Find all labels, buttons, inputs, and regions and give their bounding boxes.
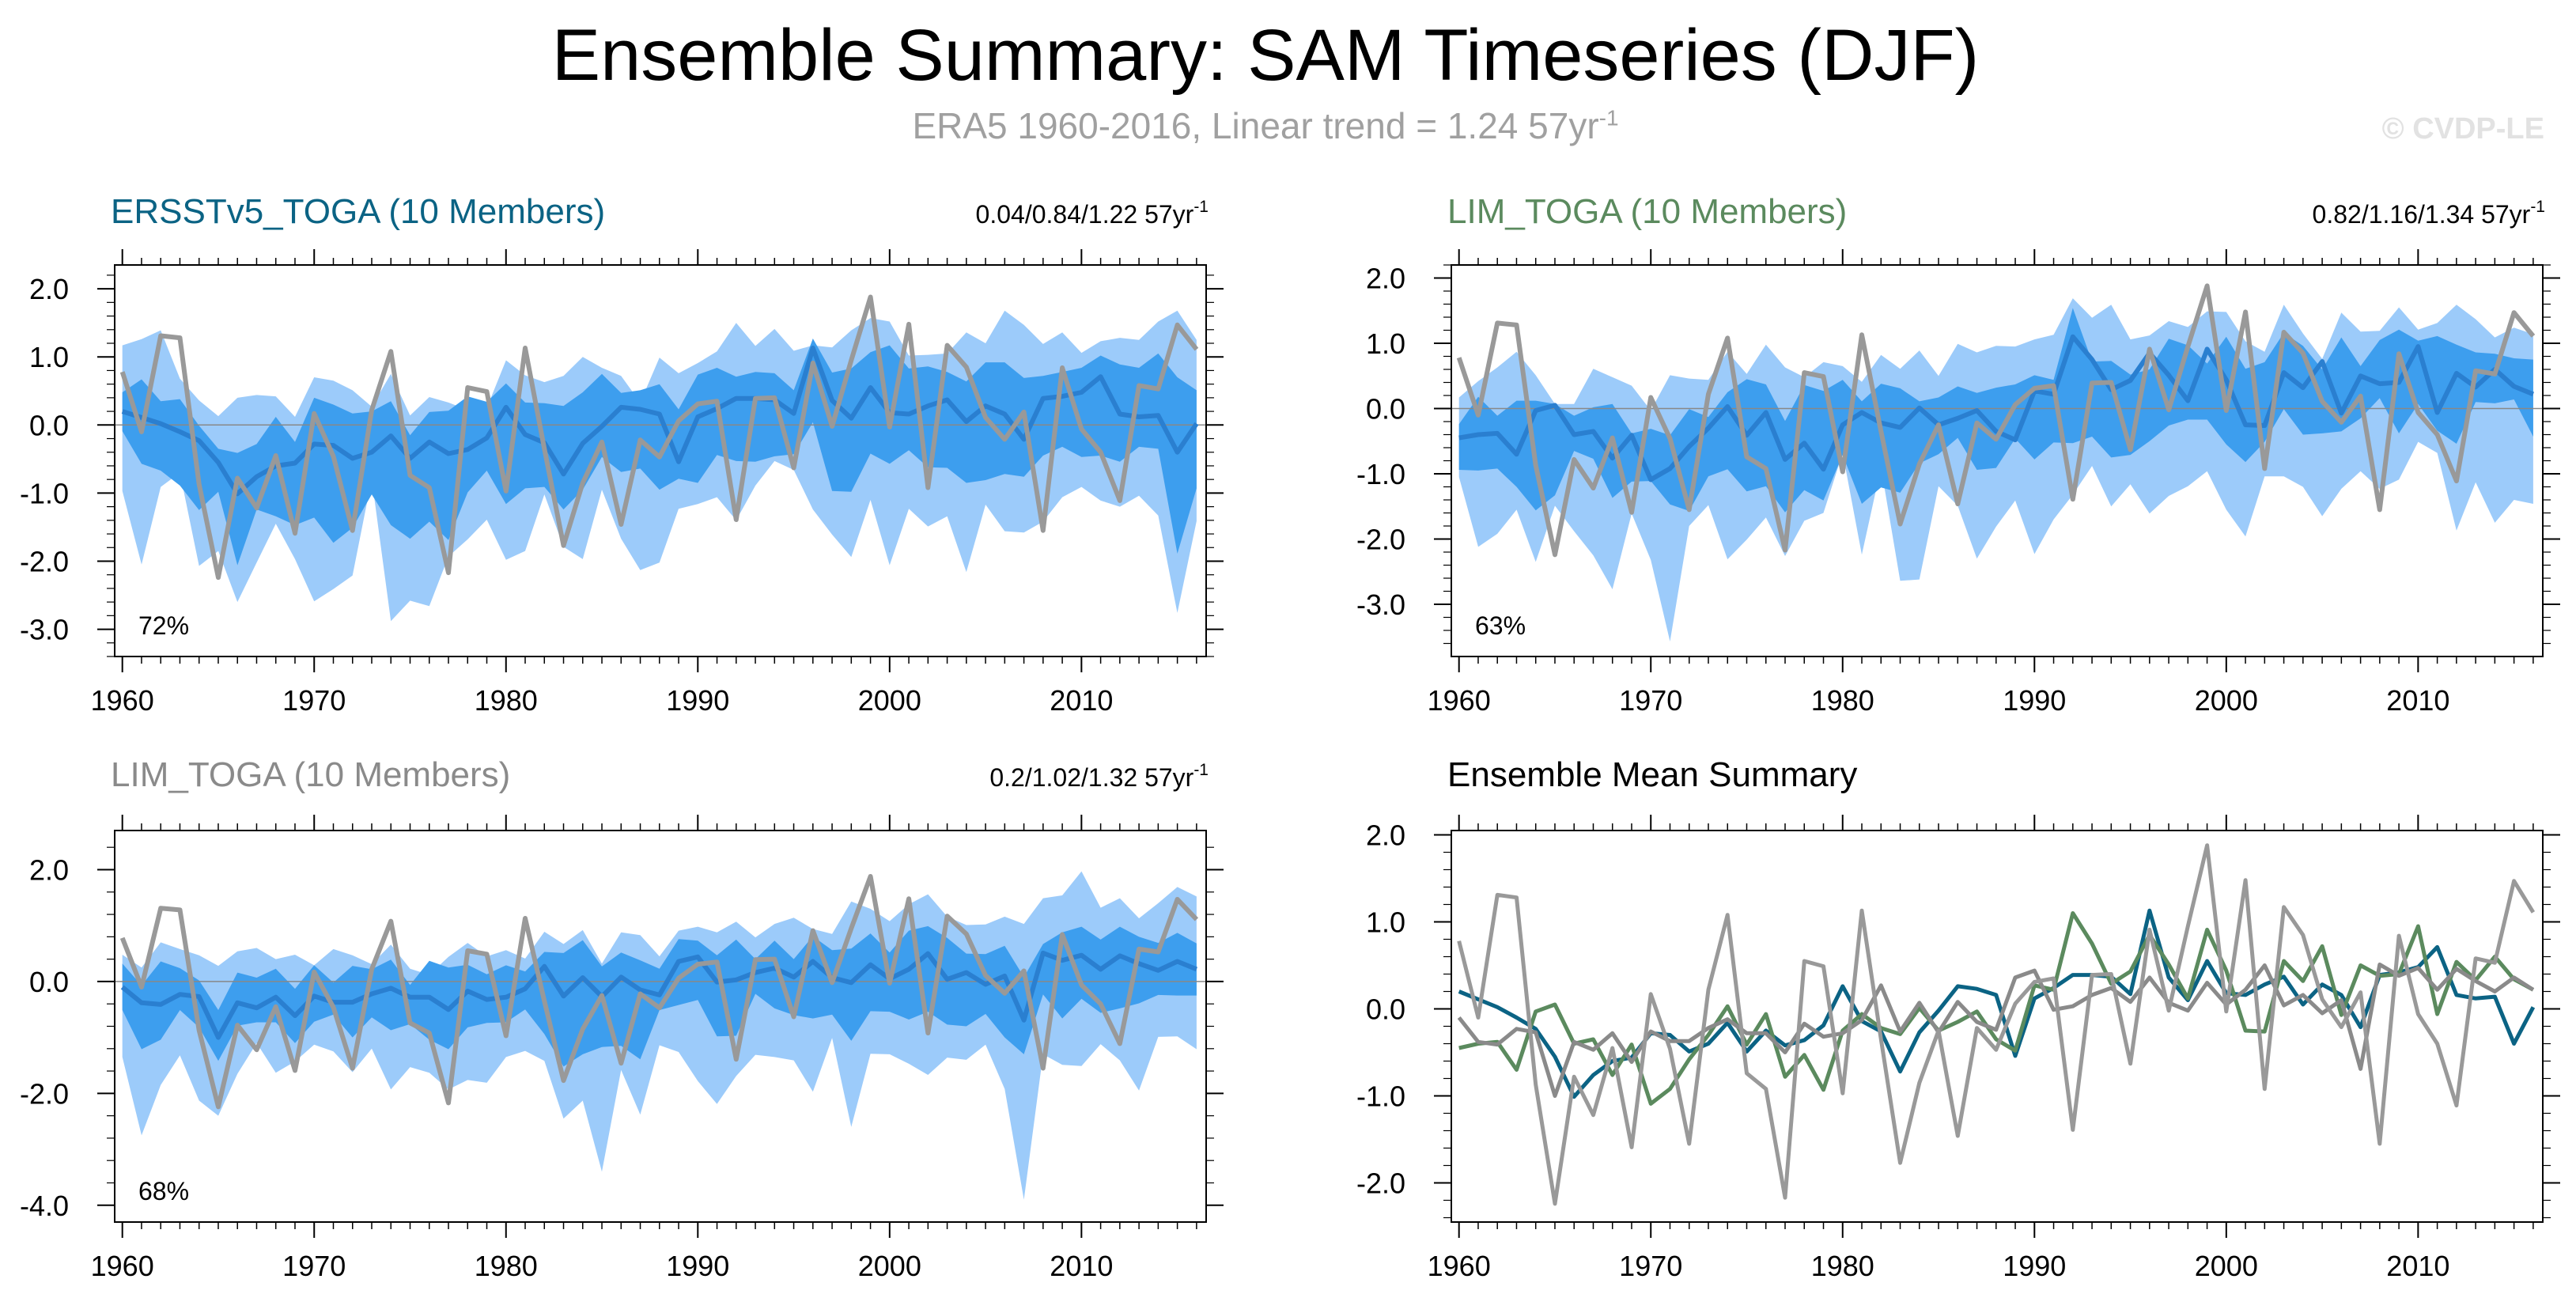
- x-tick-label: 2010: [1050, 684, 1113, 717]
- x-tick-label: 1980: [1811, 1250, 1874, 1282]
- x-tick-label: 1990: [2003, 684, 2066, 717]
- x-tick-label: 2000: [858, 684, 921, 717]
- subtitle-sup: -1: [1598, 105, 1619, 131]
- panel-title: LIM_TOGA (10 Members): [111, 755, 510, 794]
- plot-content: [1457, 843, 2536, 1206]
- page-subtitle: ERA5 1960-2016, Linear trend = 1.24 57yr…: [0, 104, 2531, 147]
- lim-mean-line: [1458, 911, 2535, 1106]
- observed-line: [119, 874, 1199, 1110]
- y-tick-label: 1.0: [29, 341, 69, 373]
- x-tick-label: 2000: [2195, 1250, 2258, 1282]
- panel-trend: 0.82/1.16/1.34 57yr-1: [2313, 198, 2545, 229]
- panel-trend: 0.04/0.84/1.22 57yr-1: [976, 198, 1209, 229]
- y-tick-label: 2.0: [1366, 263, 1405, 295]
- panel-title: Ensemble Mean Summary: [1447, 755, 1857, 794]
- y-tick-label: 1.0: [1366, 906, 1405, 939]
- x-tick-label: 1980: [475, 1250, 538, 1282]
- x-tick-label: 2010: [1050, 1250, 1113, 1282]
- x-tick-label: 1970: [1619, 1250, 1682, 1282]
- observed-line: [119, 294, 1199, 581]
- y-tick-label: -3.0: [1356, 588, 1405, 621]
- y-tick-label: -4.0: [20, 1190, 69, 1222]
- y-tick-label: -3.0: [20, 614, 69, 646]
- x-tick-label: 1980: [1811, 684, 1874, 717]
- percent-label: 68%: [138, 1177, 189, 1205]
- plot-content: [115, 871, 1206, 1200]
- x-tick-label: 1960: [1428, 684, 1491, 717]
- plot-frame: [114, 264, 1207, 657]
- observed-line: [1457, 843, 2536, 1206]
- y-tick-label: 2.0: [1366, 819, 1405, 852]
- x-tick-label: 1970: [1619, 684, 1682, 717]
- x-tick-label: 2010: [2386, 684, 2449, 717]
- panel-ersst: ERSSTv5_TOGA (10 Members) 0.04/0.84/1.22…: [20, 192, 1224, 717]
- panel-mean-summary: Ensemble Mean Summary 1960 1970 1980 1990 20…: [1356, 755, 2560, 1282]
- trend-text: 0.2/1.02/1.32 57yr: [989, 763, 1193, 792]
- trend-sup: -1: [1193, 761, 1209, 779]
- panel-title: LIM_TOGA (10 Members): [1447, 192, 1847, 231]
- y-tick-label: -2.0: [20, 1077, 69, 1110]
- page-title: Ensemble Summary: SAM Timeseries (DJF): [551, 15, 1980, 96]
- x-tick-label: 1970: [282, 1250, 346, 1282]
- x-tick-label: 1980: [475, 684, 538, 717]
- y-tick-label: -1.0: [1356, 1080, 1405, 1113]
- x-tick-label: 1970: [282, 684, 346, 717]
- panel-trend: 0.2/1.02/1.32 57yr-1: [989, 761, 1209, 792]
- panel-lim-left: LIM_TOGA (10 Members) 0.2/1.02/1.32 57yr…: [20, 755, 1224, 1282]
- y-tick-label: -2.0: [1356, 524, 1405, 556]
- ensemble-mean-line: [121, 346, 1199, 497]
- x-tick-label: 1960: [91, 1250, 154, 1282]
- x-tick-label: 1990: [666, 1250, 729, 1282]
- x-tick-label: 1990: [2003, 1250, 2066, 1282]
- plot-content: [115, 294, 1206, 622]
- lim-grey-mean-line: [1457, 962, 2535, 1098]
- plot-content: [1451, 283, 2543, 641]
- subtitle-text: ERA5 1960-2016, Linear trend = 1.24 57yr: [912, 105, 1599, 146]
- y-tick-label: 1.0: [1366, 327, 1405, 360]
- x-tick-label: 2010: [2386, 1250, 2449, 1282]
- x-tick-label: 1960: [1428, 1250, 1491, 1282]
- x-tick-label: 2000: [2195, 684, 2258, 717]
- trend-text: 0.82/1.16/1.34 57yr: [2313, 200, 2531, 229]
- plot-area: 72% 1960 1970 1980 1990 2000 2010 2.0 1.0 0.0 -1.0…: [20, 249, 1224, 717]
- y-tick-label: -2.0: [20, 545, 69, 577]
- plot-area: 68% 1960 1970 1980 1990 2000 2010 2.0 0.0 -2.0 -4.…: [20, 815, 1224, 1282]
- y-tick-label: 0.0: [1366, 993, 1405, 1026]
- y-tick-label: 2.0: [29, 273, 69, 305]
- members-band-25-75: [122, 339, 1197, 566]
- percent-label: 72%: [138, 611, 189, 640]
- x-tick-label: 1990: [666, 684, 729, 717]
- y-tick-label: -1.0: [1356, 458, 1405, 490]
- members-band-25-75: [1458, 308, 2533, 513]
- x-tick-label: 2000: [858, 1250, 921, 1282]
- panel-title: ERSSTv5_TOGA (10 Members): [111, 192, 605, 231]
- y-tick-label: 0.0: [1366, 393, 1405, 426]
- percent-label: 63%: [1475, 611, 1526, 640]
- y-tick-label: -2.0: [1356, 1167, 1405, 1200]
- ensemble-mean-line: [1458, 334, 2535, 482]
- ensemble-mean-line: [120, 950, 1198, 1040]
- y-tick-label: 2.0: [29, 854, 69, 887]
- y-tick-label: 0.0: [29, 966, 69, 998]
- y-tick-label: -1.0: [20, 477, 69, 509]
- watermark: © CVDP-LE: [2381, 112, 2544, 146]
- x-tick-label: 1960: [91, 684, 154, 717]
- observed-line: [1456, 283, 2536, 558]
- trend-sup: -1: [1193, 198, 1209, 216]
- y-tick-label: 0.0: [29, 409, 69, 441]
- trend-sup: -1: [2530, 198, 2545, 216]
- plot-area: 63% 1960 1970 1980 1990 2000 2010 2.0 1.0 0.0 -1.0…: [1356, 249, 2560, 717]
- panel-lim-right: LIM_TOGA (10 Members) 0.82/1.16/1.34 57y…: [1356, 192, 2560, 717]
- plot-area: 1960 1970 1980 1990 2000 2010 2.0 1.0 0.0 -1.0 -2.…: [1356, 815, 2560, 1282]
- trend-text: 0.04/0.84/1.22 57yr: [976, 200, 1194, 229]
